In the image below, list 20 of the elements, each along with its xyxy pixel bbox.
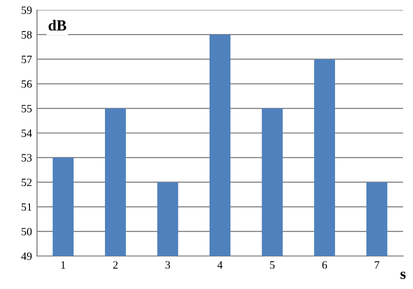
y-tick-label: 50 [22,228,32,236]
x-tick-label: 7 [374,261,380,269]
y-tick-label: 53 [22,154,32,162]
y-tick-label: 52 [22,178,32,186]
y-tick-label: 49 [21,252,32,260]
y-tick-label: 57 [22,56,32,64]
y-tick-label: 55 [22,104,32,112]
x-tick-label: 6 [322,261,328,269]
x-tick-label: 2 [113,261,118,269]
y-tick-label: 59 [22,6,32,14]
y-tick-label: 51 [22,203,32,211]
x-tick-label: 1 [61,261,66,269]
x-axis-title: s [400,272,406,280]
y-tick-label: 56 [22,80,32,88]
y-tick-label: 58 [22,31,32,39]
x-tick-label: 4 [217,261,223,269]
x-tick-label: 5 [270,261,275,269]
x-tick-label: 3 [165,261,170,269]
y-axis-title: dB [48,20,66,31]
y-tick-label: 54 [22,130,32,137]
